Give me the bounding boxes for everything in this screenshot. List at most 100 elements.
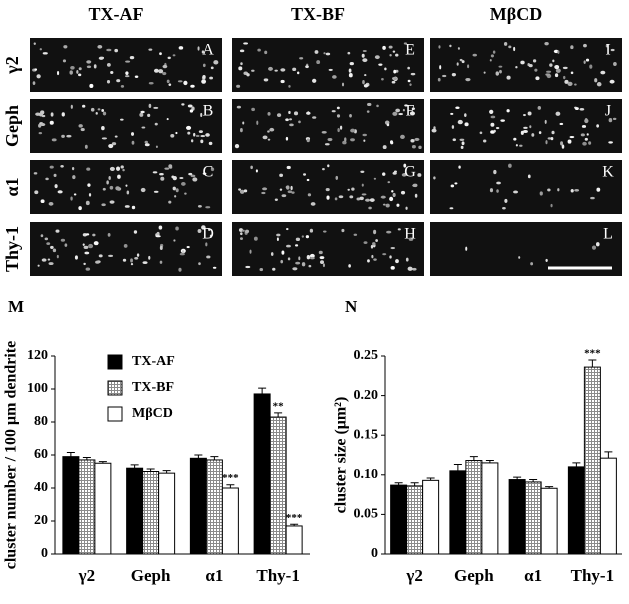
error-bar [604,451,613,459]
puncta [596,187,601,192]
puncta [338,195,344,199]
puncta [348,264,351,268]
puncta [393,69,397,74]
puncta [350,128,356,133]
bar [599,457,617,555]
puncta [82,243,85,246]
puncta [156,231,160,237]
puncta [140,187,146,193]
puncta [243,189,248,193]
puncta [32,81,36,86]
puncta [89,83,94,89]
y-tick-label: 80 [34,414,48,429]
puncta [610,48,615,52]
puncta [78,73,82,77]
puncta [389,54,392,57]
puncta [190,84,195,88]
puncta [378,63,383,66]
puncta [251,107,256,112]
bar [269,416,287,555]
puncta [519,144,523,147]
row-label: γ2 [2,56,22,74]
puncta [142,261,148,264]
puncta [298,256,301,261]
puncta [350,138,355,142]
puncta [292,267,298,271]
puncta [382,145,387,150]
puncta [85,233,90,236]
puncta [168,200,172,204]
puncta [201,50,205,54]
puncta [70,104,73,109]
puncta [84,251,90,255]
puncta [467,64,470,69]
puncta [257,48,261,52]
puncta [206,255,211,259]
puncta [285,118,289,122]
puncta [249,249,252,254]
puncta [276,237,279,241]
puncta [341,228,345,233]
puncta [547,188,551,192]
puncta [574,83,577,86]
legend-swatch [107,406,123,422]
puncta [458,165,461,169]
puncta [388,45,393,49]
puncta [322,230,327,233]
puncta [530,262,534,266]
puncta [44,237,49,241]
puncta [172,186,176,191]
puncta [262,135,268,140]
puncta [133,230,138,234]
puncta [82,104,86,108]
puncta [590,196,595,200]
panel-letter: I [605,42,610,59]
puncta [382,45,386,50]
puncta [457,47,460,50]
puncta [596,82,602,87]
puncta [360,170,365,173]
puncta [496,189,499,193]
error-bar [194,454,203,459]
puncta [83,245,89,250]
puncta [201,225,206,230]
puncta [34,190,39,195]
puncta [147,113,151,118]
puncta [390,266,395,270]
column-header: TX-BF [291,4,345,24]
puncta [580,133,585,137]
error-bar [453,464,462,471]
puncta [534,68,538,72]
puncta [492,50,496,54]
puncta [591,245,597,250]
puncta [450,184,455,188]
puncta [116,79,121,83]
puncta [489,188,494,193]
puncta [570,188,574,193]
micrograph [30,160,222,214]
puncta [582,141,587,146]
puncta [153,68,159,73]
puncta [570,71,574,75]
puncta [179,176,184,180]
puncta [106,79,111,84]
puncta [54,184,58,189]
bar [78,459,96,555]
puncta [181,103,185,106]
puncta [310,202,316,206]
puncta [188,172,193,176]
column-header: MβCD [490,4,542,24]
puncta [102,111,107,116]
puncta [365,198,371,202]
puncta [382,172,386,176]
puncta [498,65,503,68]
puncta [52,248,57,253]
puncta [545,73,551,76]
puncta [74,255,78,260]
puncta [529,125,532,129]
puncta [86,60,92,64]
puncta [198,130,203,134]
puncta [560,141,564,146]
puncta [200,139,204,144]
